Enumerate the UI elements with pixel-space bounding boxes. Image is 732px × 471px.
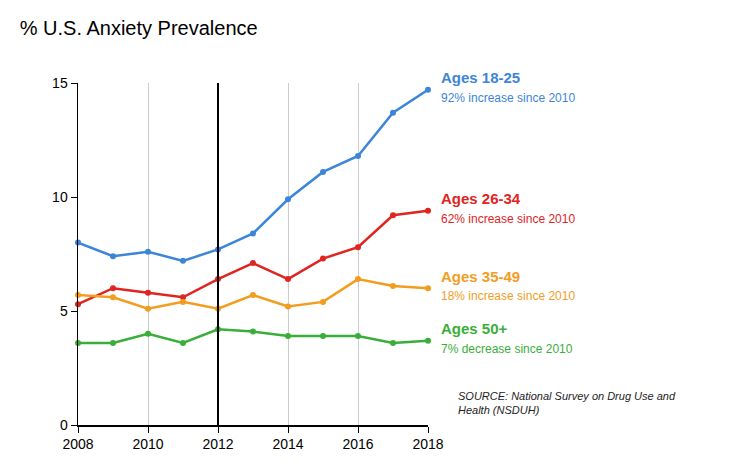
- svg-text:18% increase since 2010: 18% increase since 2010: [441, 289, 575, 303]
- svg-text:10: 10: [52, 189, 68, 205]
- svg-text:92% increase since 2010: 92% increase since 2010: [441, 91, 575, 105]
- svg-text:Ages 18-25: Ages 18-25: [441, 69, 520, 86]
- svg-text:2010: 2010: [132, 436, 163, 452]
- svg-text:2018: 2018: [412, 436, 443, 452]
- svg-text:7% decrease since 2010: 7% decrease since 2010: [441, 342, 573, 356]
- svg-text:Ages 26-34: Ages 26-34: [441, 190, 521, 207]
- svg-text:2016: 2016: [342, 436, 373, 452]
- svg-text:Ages 50+: Ages 50+: [441, 320, 508, 337]
- svg-text:5: 5: [60, 303, 68, 319]
- svg-text:62% increase since 2010: 62% increase since 2010: [441, 212, 575, 226]
- svg-text:Ages 35-49: Ages 35-49: [441, 268, 520, 285]
- svg-text:2012: 2012: [202, 436, 233, 452]
- svg-text:0: 0: [60, 417, 68, 433]
- svg-text:% U.S. Anxiety Prevalence: % U.S. Anxiety Prevalence: [20, 17, 258, 39]
- svg-text:SOURCE: National Survey on Dru: SOURCE: National Survey on Drug Use andH…: [458, 390, 676, 416]
- svg-text:2014: 2014: [272, 436, 303, 452]
- svg-text:2008: 2008: [62, 436, 93, 452]
- svg-text:15: 15: [52, 75, 68, 91]
